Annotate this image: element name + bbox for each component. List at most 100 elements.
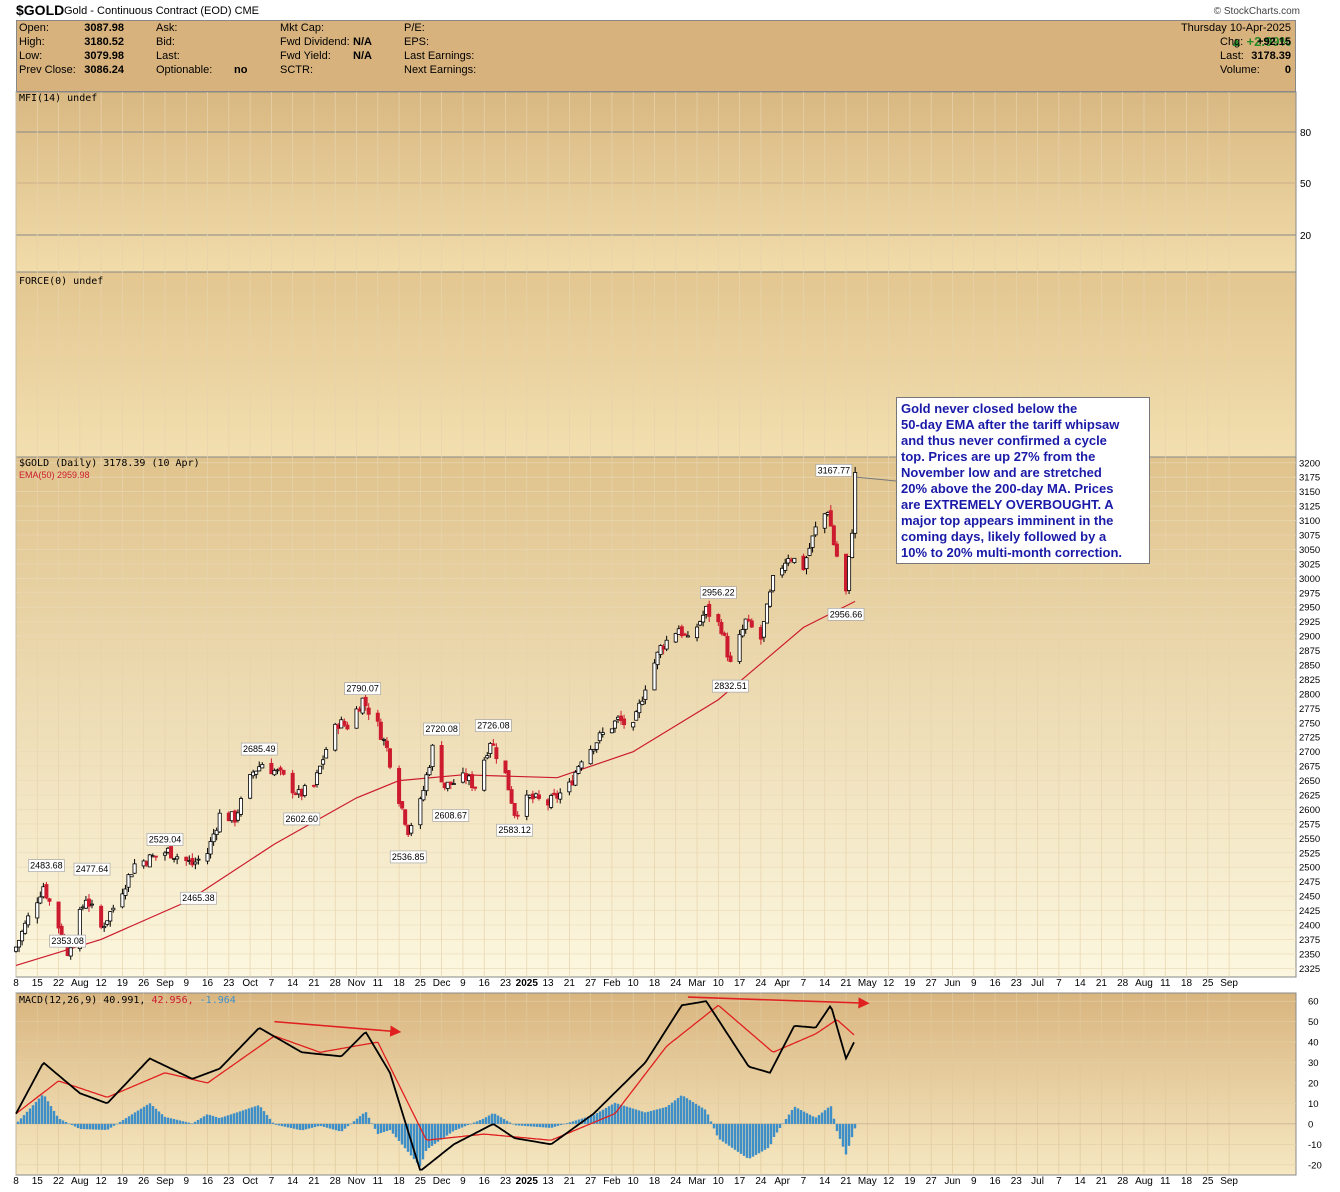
macd-histogram-bar [652,1110,656,1124]
macd-histogram-bar [592,1114,596,1124]
x-tick-label: 26 [138,978,150,989]
annotation-line: 10% to 20% multi-month correction. [901,545,1123,560]
price-label-box [240,742,278,756]
candle-body [451,783,456,785]
macd-histogram-bar [85,1123,89,1130]
macd-histogram-bar [793,1106,797,1124]
macd-histogram-bar [271,1122,275,1124]
candle-body [664,639,669,650]
quote-label: High: [19,36,45,48]
candle-body [743,618,748,630]
stockcharts-watermark[interactable]: © StockCharts.com [1213,6,1300,17]
candle-body [314,772,319,785]
price-label-text: 2720.08 [425,724,458,734]
candle-body [126,874,131,888]
macd-tick-label: 50 [1308,1017,1319,1028]
macd-histogram-bar [469,1123,473,1125]
macd-histogram-bar [517,1123,521,1126]
x-tick-label: 12 [96,978,108,989]
candle-body [248,774,253,799]
price-label: 2956.22 [700,586,737,599]
x-tick-label: 23 [500,1176,512,1187]
macd-histogram-bar [694,1103,698,1124]
macd-histogram-bar [781,1123,785,1125]
quote-value: N/A [353,36,372,48]
macd-histogram-bar [220,1117,224,1124]
macd-histogram-bar [106,1123,110,1130]
x-tick-label: 21 [1096,978,1108,989]
price-label: 2602.60 [283,812,321,826]
price-label-text: 2956.66 [830,609,863,619]
macd-histogram-bar [484,1117,488,1124]
macd-histogram-bar [391,1123,395,1134]
macd-histogram-bar [115,1123,119,1125]
macd-histogram-bar [604,1107,608,1124]
macd-histogram-bar [82,1123,86,1130]
price-tick-label: 2725 [1299,733,1320,744]
x-tick-label: 27 [585,978,597,989]
macd-histogram-bar [499,1117,503,1124]
price-tick-label: 2925 [1299,617,1320,628]
price-tick-label: 2900 [1299,632,1320,643]
macd-histogram-bar [676,1097,680,1124]
price-tick-label: 3100 [1299,516,1320,527]
price-label-text: 2536.85 [392,852,425,862]
x-tick-label: 16 [202,978,214,989]
x-tick-label: 28 [1117,978,1129,989]
x-tick-label: Aug [71,1176,89,1187]
candle-body [193,861,198,865]
x-tick-label: 18 [394,978,406,989]
macd-histogram-bar [40,1095,44,1124]
macd-histogram-bar [595,1113,599,1124]
macd-histogram-bar [541,1123,545,1128]
x-tick-label: Feb [603,978,621,989]
macd-histogram-bar [199,1118,203,1124]
x-tick-label: Jul [1031,1176,1044,1187]
quote-value: 3180.52 [84,36,124,48]
candle-body [619,715,624,722]
x-tick-label: 28 [1117,1176,1129,1187]
macd-histogram-bar [532,1123,536,1127]
macd-histogram-bar [505,1120,509,1124]
price-tick-label: 2525 [1299,848,1320,859]
macd-histogram-bar [184,1121,188,1124]
candle-body [853,472,858,534]
macd-histogram-bar [151,1106,155,1124]
macd-tick-label: 0 [1308,1119,1313,1130]
macd-histogram-bar [43,1096,47,1124]
macd-histogram-bar [529,1123,533,1127]
macd-histogram-bar [661,1107,665,1124]
macd-histogram-bar [463,1123,467,1127]
x-tick-label: 21 [1096,1176,1108,1187]
macd-histogram-bar [685,1098,689,1124]
macd-histogram-bar [76,1123,80,1129]
candle-body [609,728,614,734]
macd-histogram-bar [229,1114,233,1124]
macd-histogram-bar [829,1106,833,1124]
candle-body [524,794,529,817]
macd-histogram-bar [265,1114,269,1124]
candle-body [634,711,639,721]
candle-body [132,863,137,874]
macd-histogram-bar [433,1123,437,1144]
macd-histogram-bar [187,1122,191,1124]
macd-histogram-bar [724,1123,728,1144]
ticker-symbol[interactable]: $GOLD [16,2,65,18]
macd-histogram-bar [721,1123,725,1142]
macd-histogram-bar [310,1123,314,1128]
x-tick-label: 23 [223,978,235,989]
macd-histogram-bar [304,1123,308,1130]
quote-label: Last: [156,50,180,62]
candle-body [345,724,350,730]
x-tick-label: 25 [1202,1176,1214,1187]
candle-body [44,884,49,899]
x-tick-label: 18 [1181,1176,1193,1187]
macd-histogram-bar [616,1103,620,1124]
macd-histogram-bar [784,1119,788,1124]
candle-body [424,774,429,792]
macd-histogram-bar [250,1107,254,1124]
price-label-text: 2790.07 [346,684,379,694]
macd-histogram-bar [634,1109,638,1124]
macd-histogram-bar [565,1123,569,1124]
x-tick-label: 23 [1011,1176,1023,1187]
